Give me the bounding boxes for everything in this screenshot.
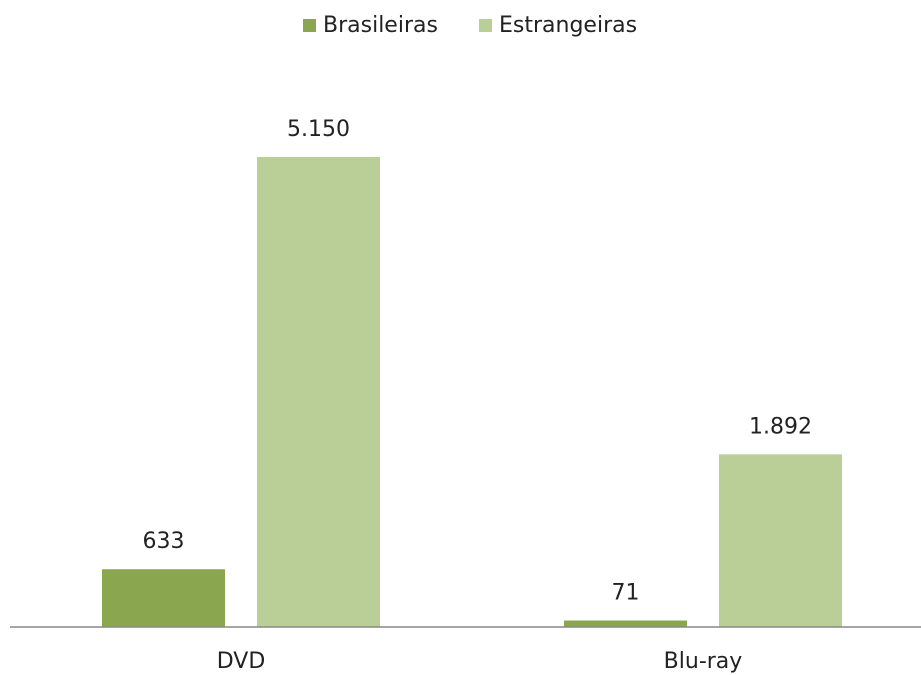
bar: [564, 620, 687, 627]
bar: [719, 454, 842, 627]
legend-label: Estrangeiras: [499, 13, 637, 38]
x-tick-label: Blu-ray: [664, 649, 743, 674]
legend-swatch: [303, 19, 316, 32]
value-label: 71: [612, 581, 640, 606]
x-tick-label: DVD: [217, 649, 266, 674]
value-label: 633: [143, 529, 185, 554]
value-label: 5.150: [287, 117, 350, 142]
bar: [102, 569, 225, 627]
bar: [257, 157, 380, 627]
legend-swatch: [479, 19, 492, 32]
legend-label: Brasileiras: [323, 13, 438, 38]
value-label: 1.892: [749, 414, 812, 439]
